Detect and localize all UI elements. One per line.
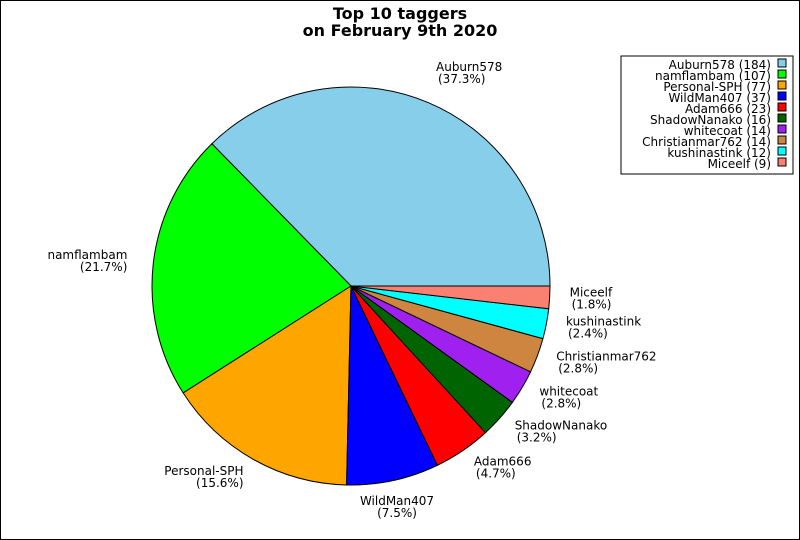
slice-label-personal-sph: Personal-SPH (164, 464, 243, 478)
pie-slices (151, 86, 551, 486)
legend-label-kushinastink: kushinastink (12) (667, 146, 771, 160)
pie-slice-auburn578 (211, 86, 551, 287)
legend-label-adam666: Adam666 (23) (685, 102, 771, 116)
legend-swatch-auburn578 (777, 58, 787, 68)
legend-label-personal-sph: Personal-SPH (77) (663, 80, 771, 94)
slice-percent-personal-sph: (15.6%) (196, 476, 243, 490)
legend-swatch-personal-sph (777, 80, 787, 90)
legend-label-shadownanako: ShadowNanako (16) (650, 113, 771, 127)
legend-label-whitecoat: whitecoat (14) (684, 124, 771, 138)
legend-swatch-christianmar762 (777, 135, 787, 145)
slice-label-auburn578: Auburn578 (436, 60, 502, 74)
legend-box (620, 55, 794, 175)
pie-slice-personal-sph (182, 285, 352, 486)
slice-label-wildman407: WildMan407 (360, 494, 434, 508)
slice-percent-shadownanako: (3.2%) (517, 431, 557, 445)
slice-label-miceelf: Miceelf (570, 286, 613, 300)
slice-percent-whitecoat: (2.8%) (541, 397, 581, 411)
slice-labels: Auburn578(37.3%) namflambam(21.7%) Persona… (47, 60, 656, 520)
slice-label-christianmar762: Christianmar762 (556, 350, 656, 364)
legend-label-miceelf: Miceelf (9) (708, 157, 771, 171)
pie-slice-miceelf (350, 285, 551, 310)
legend-swatch-whitecoat (777, 124, 787, 134)
slice-percent-namflambam: (21.7%) (80, 260, 127, 274)
chart-title-line-2: on February 9th 2020 (303, 21, 498, 40)
slice-percent-adam666: (4.7%) (476, 466, 516, 480)
slice-label-shadownanako: ShadowNanako (515, 419, 608, 433)
slice-label-adam666: Adam666 (474, 454, 532, 468)
legend-swatch-namflambam (777, 69, 787, 79)
legend-swatch-adam666 (777, 102, 787, 112)
slice-label-namflambam: namflambam (47, 248, 127, 262)
legend-swatch-shadownanako (777, 113, 787, 123)
legend-label-namflambam: namflambam (107) (655, 69, 771, 83)
chart-title-line-1: Top 10 taggers (333, 4, 467, 23)
legend-swatch-kushinastink (777, 146, 787, 156)
slice-label-kushinastink: kushinastink (566, 315, 641, 329)
pie-slice-namflambam (151, 143, 352, 394)
legend-label-auburn578: Auburn578 (184) (669, 58, 771, 72)
slice-label-whitecoat: whitecoat (539, 385, 598, 399)
legend-swatch-miceelf (777, 157, 787, 167)
slice-percent-auburn578: (37.3%) (438, 72, 485, 86)
slice-percent-miceelf: (1.8%) (572, 298, 612, 312)
legend-swatch-wildman407 (777, 91, 787, 101)
slice-percent-kushinastink: (2.4%) (568, 327, 608, 341)
slice-percent-wildman407: (7.5%) (377, 506, 417, 520)
legend-label-wildman407: WildMan407 (37) (668, 91, 771, 105)
legend-label-christianmar762: Christianmar762 (14) (642, 135, 771, 149)
slice-percent-christianmar762: (2.8%) (558, 362, 598, 376)
legend: Auburn578 (184)namflambam (107)Personal-… (620, 55, 794, 175)
